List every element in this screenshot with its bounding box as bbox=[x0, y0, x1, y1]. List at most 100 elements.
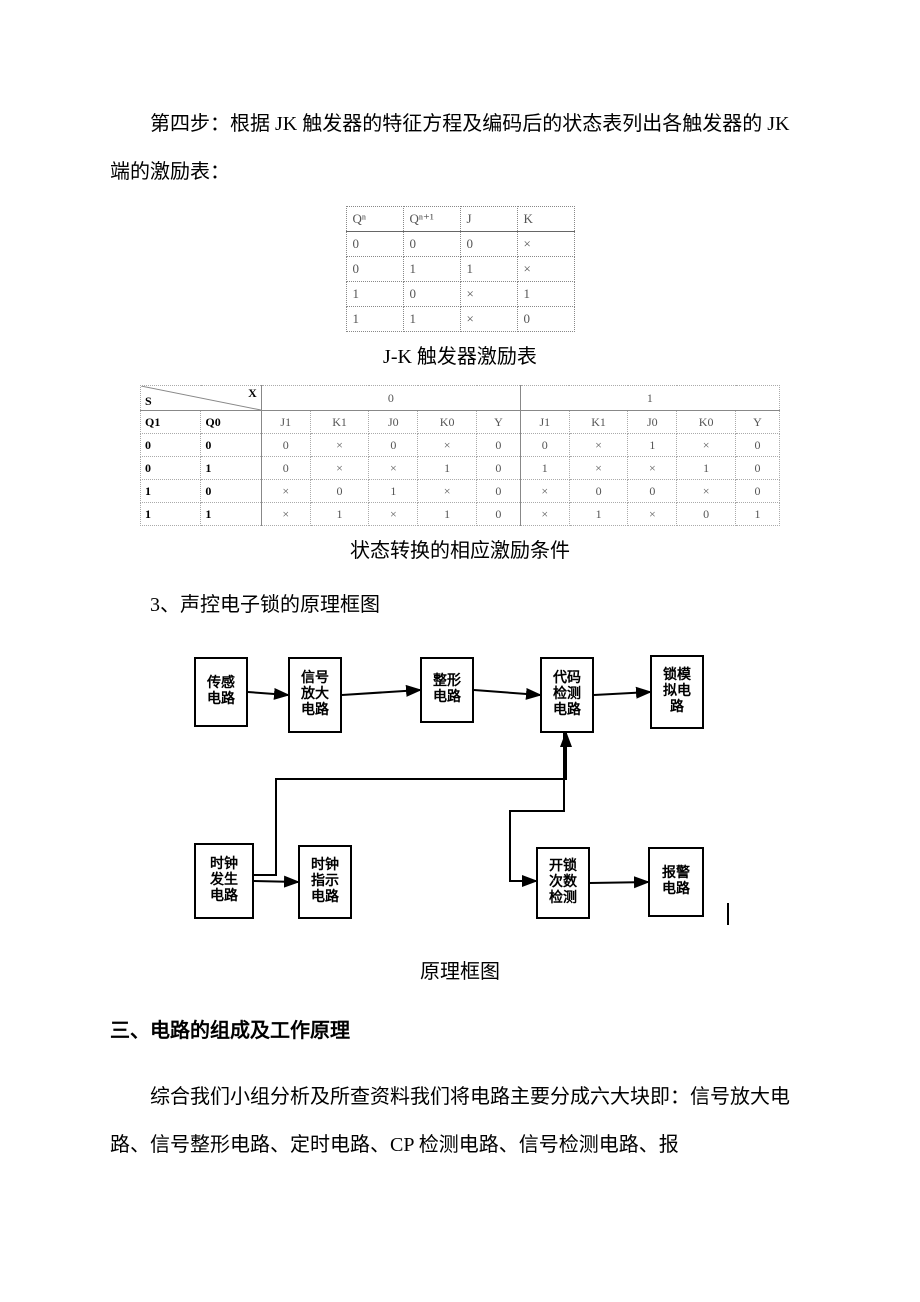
table-cell: × bbox=[677, 480, 736, 503]
table-cell: 0 bbox=[141, 457, 201, 480]
table-cell: 1 bbox=[201, 503, 261, 526]
table-cell: 0 bbox=[403, 232, 460, 257]
table-cell: × bbox=[628, 457, 677, 480]
jk-excitation-table: Qⁿ Qⁿ⁺¹ J K 000×011×10×111×0 bbox=[346, 206, 575, 332]
state-sub-header: K0 bbox=[418, 411, 477, 434]
table-cell: 1 bbox=[310, 503, 369, 526]
table-cell: × bbox=[261, 480, 310, 503]
state-sub-header: K1 bbox=[310, 411, 369, 434]
state-x-group: 0 bbox=[261, 386, 520, 411]
state-x-group: 1 bbox=[520, 386, 779, 411]
table-cell: 0 bbox=[477, 434, 521, 457]
table-cell: × bbox=[677, 434, 736, 457]
table-cell: 0 bbox=[310, 480, 369, 503]
diagram-box-sensor: 传感 电路 bbox=[194, 657, 248, 727]
table-cell: 0 bbox=[141, 434, 201, 457]
diagram-box-alarm: 报警 电路 bbox=[648, 847, 704, 917]
table-cell: 1 bbox=[141, 480, 201, 503]
table-cell: 1 bbox=[369, 480, 418, 503]
table-row: 011× bbox=[346, 257, 574, 282]
table-cell: × bbox=[310, 457, 369, 480]
diagram-box-count: 开锁 次数 检测 bbox=[536, 847, 590, 919]
table-cell: × bbox=[369, 503, 418, 526]
state-transition-table: S X 0 1 Q1 Q0 J1 K1 J0 K0 Y J1 K1 J0 K0 … bbox=[140, 385, 780, 526]
table-row: 000×0×00×1×0 bbox=[141, 434, 780, 457]
document-page: 第四步：根据 JK 触发器的特征方程及编码后的状态表列出各触发器的 JK 端的激… bbox=[0, 0, 920, 1239]
diagram-box-amp: 信号 放大 电路 bbox=[288, 657, 342, 733]
table-cell: 0 bbox=[677, 503, 736, 526]
table-cell: 1 bbox=[628, 434, 677, 457]
table-cell: 0 bbox=[346, 257, 403, 282]
diagram-box-lock: 锁模 拟电 路 bbox=[650, 655, 704, 729]
table-cell: × bbox=[517, 257, 574, 282]
heading-section-3: 三、电路的组成及工作原理 bbox=[110, 1014, 810, 1043]
table-row: 10×1 bbox=[346, 282, 574, 307]
table-cell: 0 bbox=[346, 232, 403, 257]
table-cell: 1 bbox=[418, 503, 477, 526]
table-cell: 0 bbox=[477, 457, 521, 480]
table-cell: 0 bbox=[569, 480, 628, 503]
state-q-header: Q1 bbox=[141, 411, 201, 434]
state-sub-header: J0 bbox=[628, 411, 677, 434]
state-x-label: X bbox=[248, 386, 257, 401]
table-cell: 1 bbox=[517, 282, 574, 307]
paragraph-composition: 综合我们小组分析及所查资料我们将电路主要分成六大块即：信号放大电路、信号整形电路… bbox=[110, 1073, 810, 1169]
table-cell: 1 bbox=[346, 282, 403, 307]
diagram-box-clkind: 时钟 指示 电路 bbox=[298, 845, 352, 919]
table-cell: × bbox=[628, 503, 677, 526]
diagram-box-detect: 代码 检测 电路 bbox=[540, 657, 594, 733]
table-cell: 0 bbox=[736, 480, 780, 503]
table-cell: 0 bbox=[736, 457, 780, 480]
table-cell: × bbox=[569, 434, 628, 457]
table-cell: × bbox=[520, 503, 569, 526]
state-sub-header: Y bbox=[477, 411, 521, 434]
table-cell: 1 bbox=[520, 457, 569, 480]
table-cell: 0 bbox=[520, 434, 569, 457]
state-q-header: Q0 bbox=[201, 411, 261, 434]
table-cell: × bbox=[369, 457, 418, 480]
table-row: 11×0 bbox=[346, 307, 574, 332]
state-sub-header: J1 bbox=[261, 411, 310, 434]
table-cell: 0 bbox=[460, 232, 517, 257]
table-cell: 1 bbox=[677, 457, 736, 480]
caption-state-table: 状态转换的相应激励条件 bbox=[110, 534, 810, 563]
table-cell: × bbox=[310, 434, 369, 457]
caption-diagram: 原理框图 bbox=[110, 955, 810, 984]
table-cell: 1 bbox=[201, 457, 261, 480]
table-cell: × bbox=[569, 457, 628, 480]
table-cell: 1 bbox=[460, 257, 517, 282]
table-row: 10×01×0×00×0 bbox=[141, 480, 780, 503]
state-sub-header: K1 bbox=[569, 411, 628, 434]
state-sub-header: Y bbox=[736, 411, 780, 434]
table-cell: 0 bbox=[201, 434, 261, 457]
principle-block-diagram: 传感 电路信号 放大 电路整形 电路代码 检测 电路锁模 拟电 路时钟 发生 电… bbox=[180, 647, 740, 947]
table-cell: 0 bbox=[261, 434, 310, 457]
table-cell: × bbox=[520, 480, 569, 503]
table-cell: 1 bbox=[346, 307, 403, 332]
table-cell: 0 bbox=[261, 457, 310, 480]
table-row: 11×1×10×1×01 bbox=[141, 503, 780, 526]
table-row: 000× bbox=[346, 232, 574, 257]
table-cell: 0 bbox=[477, 480, 521, 503]
table-cell: × bbox=[418, 434, 477, 457]
table-cell: × bbox=[517, 232, 574, 257]
state-sub-header: K0 bbox=[677, 411, 736, 434]
caption-jk-table: J-K 触发器激励表 bbox=[110, 340, 810, 369]
table-cell: 0 bbox=[517, 307, 574, 332]
jk-header: Qⁿ bbox=[346, 207, 403, 232]
table-cell: 0 bbox=[369, 434, 418, 457]
jk-header: J bbox=[460, 207, 517, 232]
table-cell: 0 bbox=[736, 434, 780, 457]
table-cell: 1 bbox=[418, 457, 477, 480]
diagram-box-clk: 时钟 发生 电路 bbox=[194, 843, 254, 919]
table-cell: × bbox=[460, 282, 517, 307]
table-cell: 1 bbox=[141, 503, 201, 526]
state-s-label: S bbox=[145, 394, 152, 409]
table-cell: 1 bbox=[403, 257, 460, 282]
table-cell: 0 bbox=[403, 282, 460, 307]
jk-header: Qⁿ⁺¹ bbox=[403, 207, 460, 232]
table-cell: 1 bbox=[736, 503, 780, 526]
table-cell: × bbox=[460, 307, 517, 332]
table-row: 010××101××10 bbox=[141, 457, 780, 480]
table-cell: 0 bbox=[628, 480, 677, 503]
